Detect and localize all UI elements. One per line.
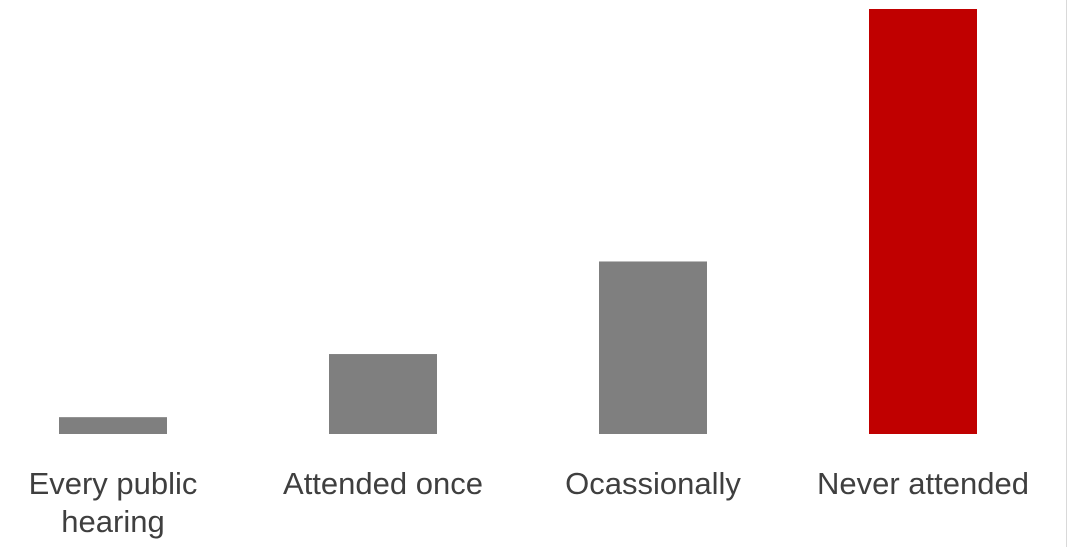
category-label: Attended once [283,466,483,501]
chart-border [1066,0,1067,547]
category-label: Ocassionally [565,466,741,501]
bar-attended-once [329,354,437,434]
category-label: Every public hearing [28,466,198,539]
bar-every-public-hearing [59,417,167,434]
category-label: Never attended [817,466,1029,501]
bar-ocassionally [599,261,707,434]
bar-never-attended [869,9,977,434]
